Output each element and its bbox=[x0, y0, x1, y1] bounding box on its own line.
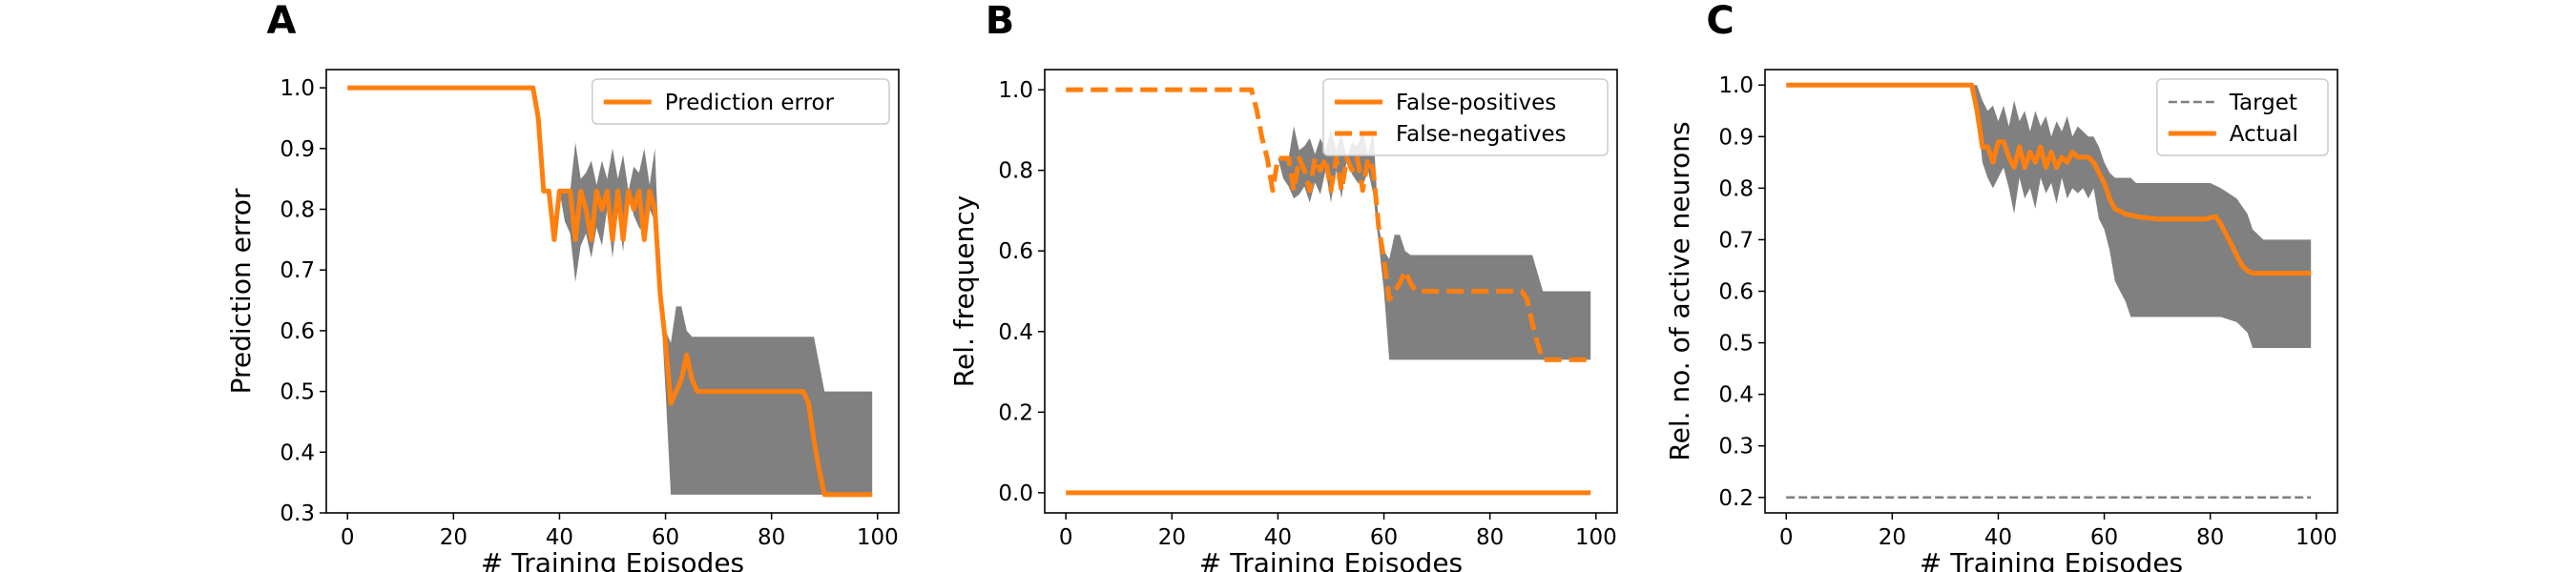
y-tick-label: 0.8 bbox=[998, 159, 1033, 184]
series-line-prediction-error bbox=[347, 85, 873, 498]
y-tick-label: 1.0 bbox=[280, 76, 315, 101]
legend-label: Prediction error bbox=[665, 91, 835, 115]
y-tick-label: 0.8 bbox=[1718, 176, 1754, 201]
y-tick-label: 1.0 bbox=[1718, 73, 1754, 98]
legend-box bbox=[592, 78, 890, 125]
x-tick-label: 80 bbox=[2196, 525, 2224, 550]
y-tick-label: 0.3 bbox=[1718, 435, 1754, 460]
y-tick-label: 0.3 bbox=[280, 501, 315, 526]
y-tick-label: 0.4 bbox=[1718, 383, 1754, 408]
x-tick-label: 60 bbox=[652, 525, 679, 550]
x-tick-label: 40 bbox=[546, 525, 573, 550]
y-tick-label: 0.2 bbox=[998, 400, 1033, 425]
x-tick-label: 20 bbox=[1158, 525, 1186, 550]
legend-label: False-negatives bbox=[1396, 122, 1567, 147]
legend: Target Actual bbox=[2156, 78, 2329, 156]
x-axis-label: # Training Episodes bbox=[481, 547, 744, 572]
series-line-actual bbox=[1786, 82, 2312, 276]
y-tick-label: 0.2 bbox=[1718, 486, 1754, 511]
x-tick-label: 20 bbox=[440, 525, 467, 550]
variance-band bbox=[559, 142, 873, 495]
x-tick-label: 80 bbox=[1476, 525, 1504, 550]
x-tick-label: 40 bbox=[1264, 525, 1292, 550]
y-tick-label: 0.9 bbox=[1718, 125, 1754, 150]
axes-frame bbox=[325, 69, 900, 514]
x-tick-label: 0 bbox=[341, 525, 355, 550]
y-axis-label: Rel. frequency bbox=[948, 195, 980, 387]
legend-label: False-positives bbox=[1396, 91, 1556, 115]
x-tick-label: 0 bbox=[1779, 525, 1794, 550]
y-tick-label: 0.9 bbox=[280, 137, 315, 162]
x-axis-label: # Training Episodes bbox=[1199, 547, 1463, 572]
y-tick-label: 0.7 bbox=[280, 258, 315, 283]
x-tick-label: 60 bbox=[2090, 525, 2118, 550]
y-tick-label: 0.6 bbox=[1718, 280, 1754, 305]
y-tick-label: 0.4 bbox=[998, 320, 1033, 345]
panel-c: C 0 20 40 60 80 100 0.2 0.3 0.4 0.5 0.6 0.7 0.8 0.9 1.0… bbox=[1664, 0, 2338, 572]
panel-letter: B bbox=[986, 0, 1015, 43]
x-tick-label: 100 bbox=[1575, 525, 1617, 550]
legend: False-positives False-negatives bbox=[1322, 78, 1609, 156]
y-tick-label: 0.5 bbox=[280, 380, 315, 405]
y-tick-label: 0.0 bbox=[998, 481, 1033, 506]
y-axis-label: Rel. no. of active neurons bbox=[1664, 121, 1695, 460]
legend-label: Target bbox=[2229, 91, 2297, 115]
x-tick-label: 80 bbox=[758, 525, 785, 550]
x-tick-label: 60 bbox=[1370, 525, 1398, 550]
y-tick-label: 0.7 bbox=[1718, 228, 1754, 253]
legend-box bbox=[1322, 78, 1609, 156]
y-tick-label: 0.6 bbox=[998, 239, 1033, 264]
variance-band bbox=[1278, 126, 1591, 360]
y-tick-label: 1.0 bbox=[998, 78, 1033, 103]
x-tick-label: 40 bbox=[1984, 525, 2012, 550]
x-tick-label: 0 bbox=[1059, 525, 1073, 550]
y-tick-label: 0.8 bbox=[280, 198, 315, 223]
legend: Prediction error bbox=[592, 78, 890, 125]
legend-box bbox=[2156, 78, 2329, 156]
y-axis-label: Prediction error bbox=[225, 188, 257, 394]
panel-letter: A bbox=[267, 0, 297, 43]
series-line-false-negatives bbox=[1066, 87, 1591, 362]
y-tick-label: 0.6 bbox=[280, 319, 315, 344]
panel-letter: C bbox=[1706, 0, 1734, 43]
x-tick-label: 100 bbox=[857, 525, 899, 550]
x-tick-label: 20 bbox=[1879, 525, 1906, 550]
x-axis-label: # Training Episodes bbox=[1920, 547, 2183, 572]
y-tick-label: 0.4 bbox=[280, 440, 315, 465]
y-tick-label: 0.5 bbox=[1718, 332, 1754, 357]
legend-label: Actual bbox=[2230, 122, 2298, 147]
panel-a: A 0 20 40 60 80 100 0.3 0.4 0.5 0.6 0.7 0.8 0.9 1.0 # T… bbox=[225, 0, 900, 572]
axes-frame bbox=[1044, 69, 1618, 514]
panel-b: B 0 20 40 60 80 100 0.0 0.2 0.4 0.6 0.8 1.0 # Trainin… bbox=[948, 0, 1618, 572]
x-tick-label: 100 bbox=[2296, 525, 2337, 550]
